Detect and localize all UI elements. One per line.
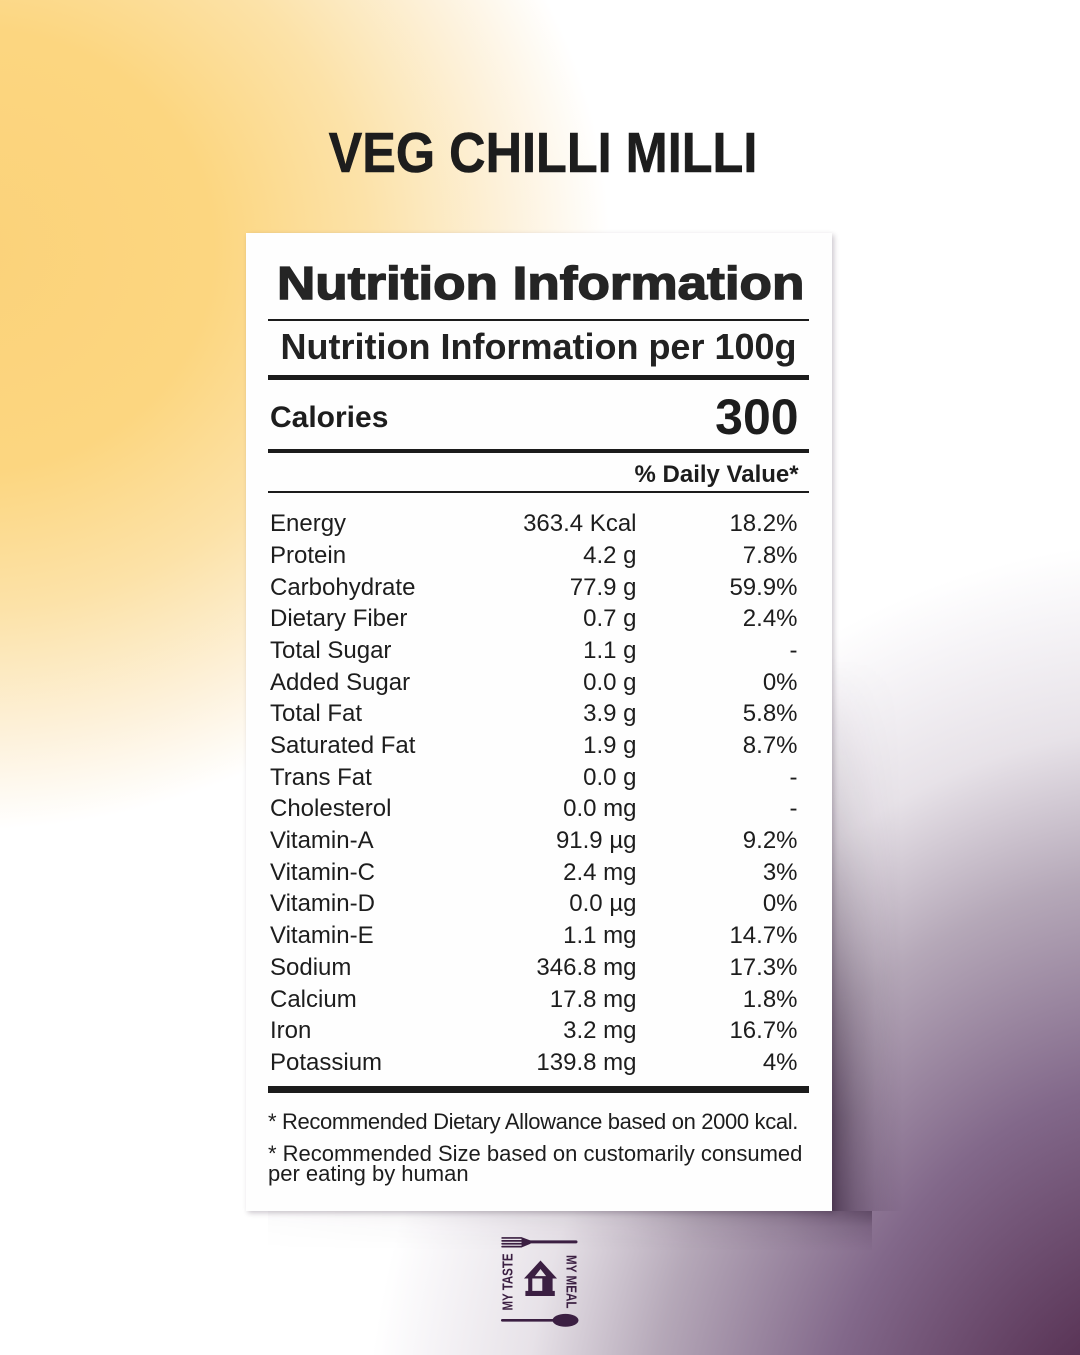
svg-text:MY TASTE: MY TASTE bbox=[501, 1253, 517, 1310]
svg-text:MY MEAL: MY MEAL bbox=[563, 1255, 579, 1309]
